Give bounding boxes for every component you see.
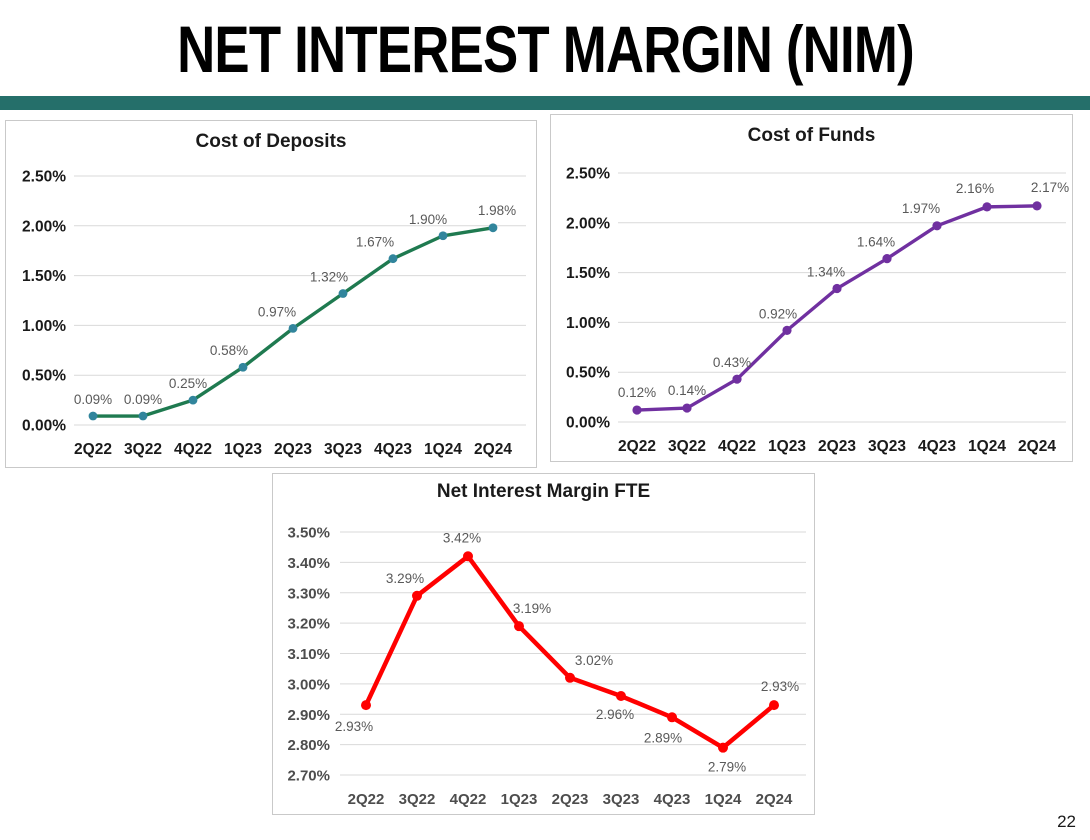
chart-cost-of-funds [550,114,1073,462]
chart-title-net-interest-margin-fte: Net Interest Margin FTE [436,481,651,502]
chart-title-cost-of-funds: Cost of Funds [747,125,876,146]
chart-net-interest-margin-fte [272,473,815,815]
page-title-container: NET INTEREST MARGIN (NIM) [0,6,1090,92]
chart-title-cost-of-deposits: Cost of Deposits [195,131,347,152]
chart-cost-of-deposits [5,120,537,468]
accent-divider-bar [0,96,1090,110]
page-title: NET INTEREST MARGIN (NIM) [176,12,915,86]
page-number: 22 [1057,812,1076,831]
